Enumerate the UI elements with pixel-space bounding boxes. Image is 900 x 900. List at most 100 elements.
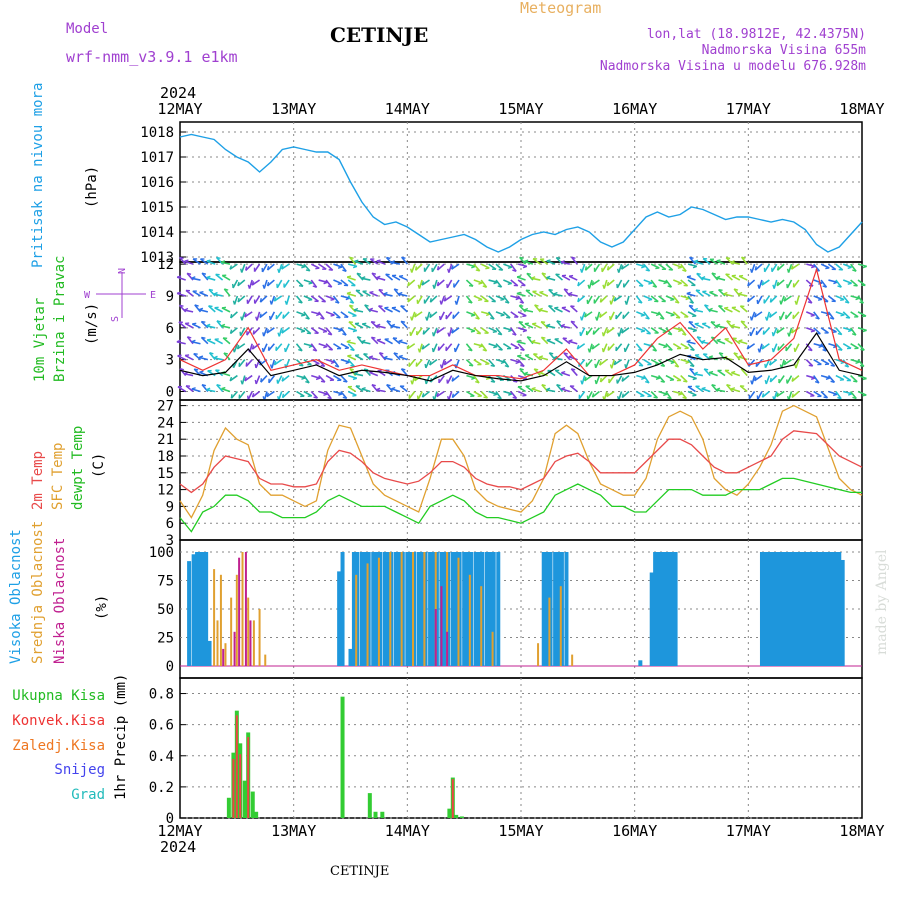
wind-arrow [842, 311, 851, 319]
wind-arrow [390, 325, 401, 329]
wind-arrow-head [761, 344, 765, 350]
cloud-bar [224, 643, 227, 666]
wind-arrow [765, 375, 771, 385]
wind-arrow [503, 390, 513, 395]
wind-arrow-head [323, 393, 328, 396]
wind-arrow [236, 343, 246, 350]
wind-arrow-head [269, 300, 273, 305]
ytick-label: 25 [157, 631, 174, 647]
wind-arrow [255, 375, 261, 385]
wind-arrow-head [541, 321, 546, 323]
wind-arrow-head [391, 386, 396, 390]
wind-arrow [191, 277, 201, 281]
date-label-bottom: 14MAY [385, 822, 430, 840]
wind-arrow-head [515, 361, 520, 365]
wind-arrow-head [757, 284, 760, 289]
wind-arrow [560, 261, 571, 265]
wind-arrow [391, 388, 401, 393]
wind-arrow [687, 390, 697, 396]
wind-arrow [622, 311, 630, 320]
wind-arrow-head [852, 269, 857, 272]
wind-arrow [241, 375, 246, 385]
wind-arrow-head [776, 392, 779, 397]
wind-arrow-head [451, 393, 455, 398]
wind-arrow-head [251, 392, 255, 398]
wind-arrow [200, 258, 209, 265]
precip-conv-bar [235, 715, 238, 818]
wind-arrow [303, 327, 312, 335]
wind-arrow [593, 263, 601, 273]
wind-arrow-head [192, 322, 197, 325]
wind-arrow [857, 374, 867, 380]
watermark: made by Angel [874, 549, 890, 655]
wind-gust-line [179, 267, 863, 380]
wind-arrow [473, 358, 482, 366]
cloud-bar [468, 574, 471, 666]
wind-arrow-head [606, 392, 609, 397]
wind-arrow-head [206, 387, 211, 391]
wind-arrow-head [730, 387, 736, 390]
wind-arrow-head [531, 339, 536, 343]
wind-arrow-head [206, 259, 211, 262]
cloud-bar [480, 552, 485, 666]
wind-arrow-head [825, 267, 830, 270]
wind-arrow [523, 309, 534, 313]
wind-arrow [176, 341, 186, 345]
wind-arrow [303, 295, 313, 301]
wind-arrow-head [778, 315, 782, 321]
wind-arrow [835, 279, 842, 288]
cloud-bar [416, 552, 421, 666]
wind-arrow-head [711, 384, 716, 387]
wind-arrow-head [230, 394, 233, 399]
wind-arrow [446, 279, 453, 289]
wind-arrow [256, 311, 261, 321]
wind-ylabel-1: 10m Vjetar [32, 298, 48, 382]
wind-arrow [436, 327, 445, 334]
cloud-bar [337, 571, 342, 666]
wind-arrow-head [443, 360, 447, 366]
ytick-label: 6 [166, 516, 174, 532]
cloud-bar [649, 572, 654, 666]
wind-arrow [694, 323, 704, 329]
wind-arrow-head [352, 329, 357, 333]
wind-arrow [584, 263, 593, 271]
wind-arrow [740, 368, 748, 377]
cloud-bar [454, 552, 459, 666]
wind-arrow-head [686, 339, 691, 343]
wind-arrow-head [815, 317, 820, 320]
wind-arrow [262, 343, 268, 353]
wind-arrow-head [534, 368, 539, 371]
date-label-top: 17MAY [726, 100, 771, 118]
wind-arrow-head [837, 332, 842, 336]
wind-arrow [244, 374, 253, 382]
wind-arrow [392, 337, 401, 345]
wind-arrow-head [328, 268, 333, 271]
wind-arrow [415, 263, 423, 271]
wind-arrow-head [194, 368, 199, 371]
wind-arrow-head [810, 377, 816, 380]
precip-conv-bar [451, 779, 454, 818]
wind-arrow [563, 352, 571, 361]
wind-arrow [547, 369, 556, 377]
wind-arrow-head [580, 380, 583, 385]
wind-arrow-head [300, 314, 306, 317]
wind-arrow [750, 311, 756, 321]
wind-arrow-head [579, 331, 582, 336]
wind-arrow [276, 279, 283, 289]
wind-arrow [569, 385, 578, 393]
wind-arrow [233, 343, 239, 353]
wind-arrow [780, 295, 785, 305]
wind-arrow [769, 375, 778, 383]
wind-arrow-head [723, 291, 728, 295]
wind-arrow [473, 375, 480, 384]
wind-arrow [191, 323, 201, 329]
wind-arrow [842, 263, 852, 269]
wind-arrow [773, 279, 778, 289]
wind-arrow-head [522, 315, 527, 318]
wind-arrow [835, 327, 843, 336]
precip-label-snow: Snijeg [54, 762, 105, 778]
wind-arrow [303, 311, 310, 320]
wind-arrow-head [229, 265, 233, 270]
wind-arrow [751, 375, 756, 385]
wind-arrow-head [741, 256, 746, 259]
